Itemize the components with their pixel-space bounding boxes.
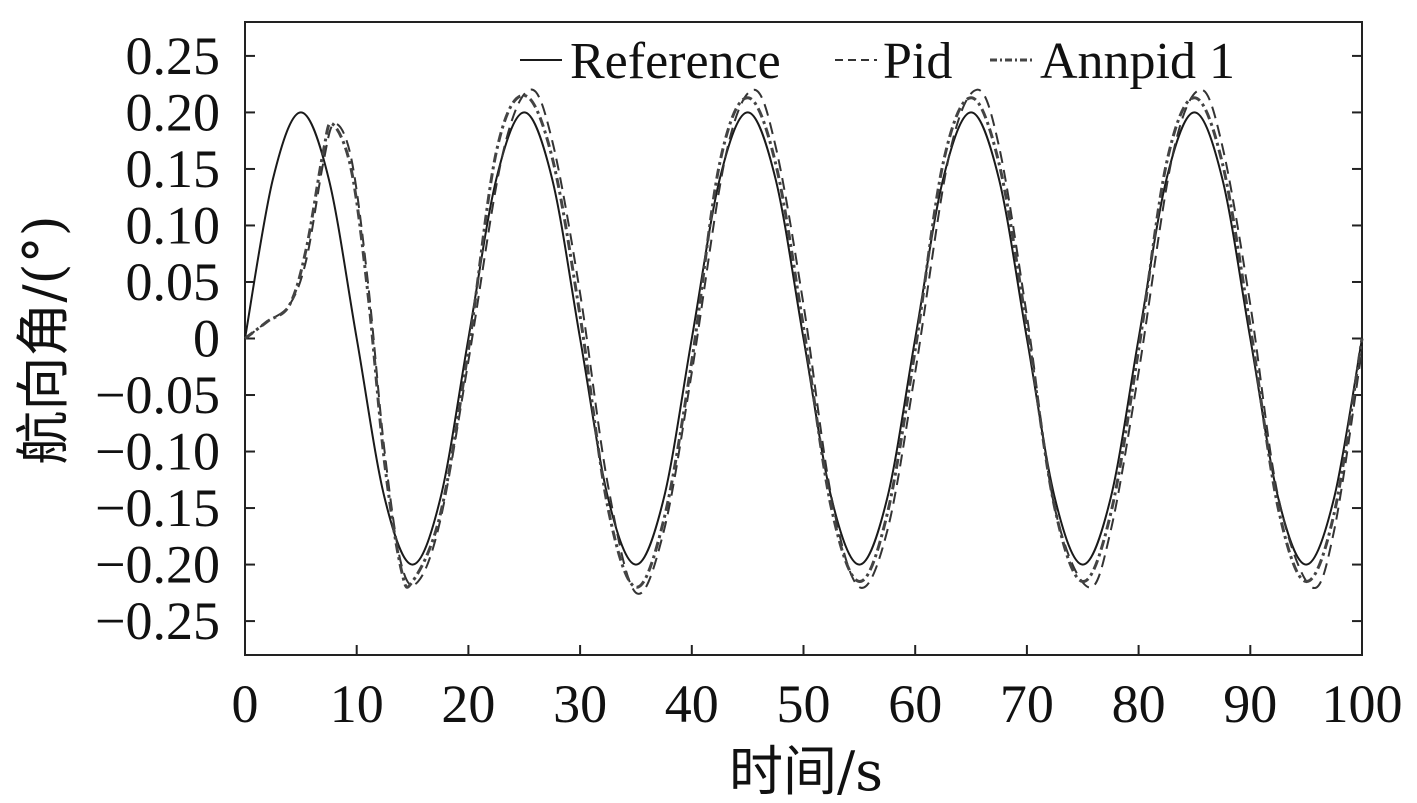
x-tick-label: 100 xyxy=(1322,674,1403,734)
y-tick-label: −0.25 xyxy=(95,591,220,651)
x-tick-label: 60 xyxy=(888,674,942,734)
x-tick-label: 20 xyxy=(441,674,495,734)
series-line-reference xyxy=(244,111,1363,566)
y-tick-label: −0.15 xyxy=(95,478,220,538)
legend: Reference Pid Annpid 1 xyxy=(520,33,1235,90)
series-line-annpid-1 xyxy=(244,94,1364,589)
y-tick-label: −0.10 xyxy=(95,422,220,482)
x-axis-title: 时间/s xyxy=(729,740,883,803)
y-tick-label: 0.10 xyxy=(126,195,221,255)
legend-label-pid: Pid xyxy=(883,33,952,90)
y-tick-label: 0 xyxy=(193,309,220,369)
x-tick-label: 90 xyxy=(1223,674,1277,734)
y-tick-label: −0.20 xyxy=(95,535,220,595)
y-tick-label: 0.15 xyxy=(126,139,221,199)
y-tick-label: 0.20 xyxy=(126,82,221,142)
series-line-pid xyxy=(244,88,1363,595)
y-tick-label: 0.25 xyxy=(126,26,221,86)
x-tick-label: 30 xyxy=(553,674,607,734)
x-tick-label: 40 xyxy=(665,674,719,734)
x-tick-label: 10 xyxy=(330,674,384,734)
y-tick-label: −0.05 xyxy=(95,365,220,425)
legend-label-reference: Reference xyxy=(570,33,781,90)
x-axis-ticks: 0 10 20 30 40 50 60 70 80 90 100 xyxy=(232,645,1403,734)
series-layer xyxy=(244,88,1364,595)
x-tick-label: 0 xyxy=(232,674,259,734)
y-tick-label: 0.05 xyxy=(126,252,221,312)
legend-label-annpid-1: Annpid 1 xyxy=(1040,33,1235,90)
x-tick-label: 70 xyxy=(1000,674,1054,734)
y-axis-ticks: 0.250.200.150.100.050−0.05−0.10−0.15−0.2… xyxy=(95,26,1362,651)
y-axis-title: 航向角/(°) xyxy=(12,215,75,464)
x-tick-label: 80 xyxy=(1112,674,1166,734)
x-tick-label: 50 xyxy=(777,674,831,734)
